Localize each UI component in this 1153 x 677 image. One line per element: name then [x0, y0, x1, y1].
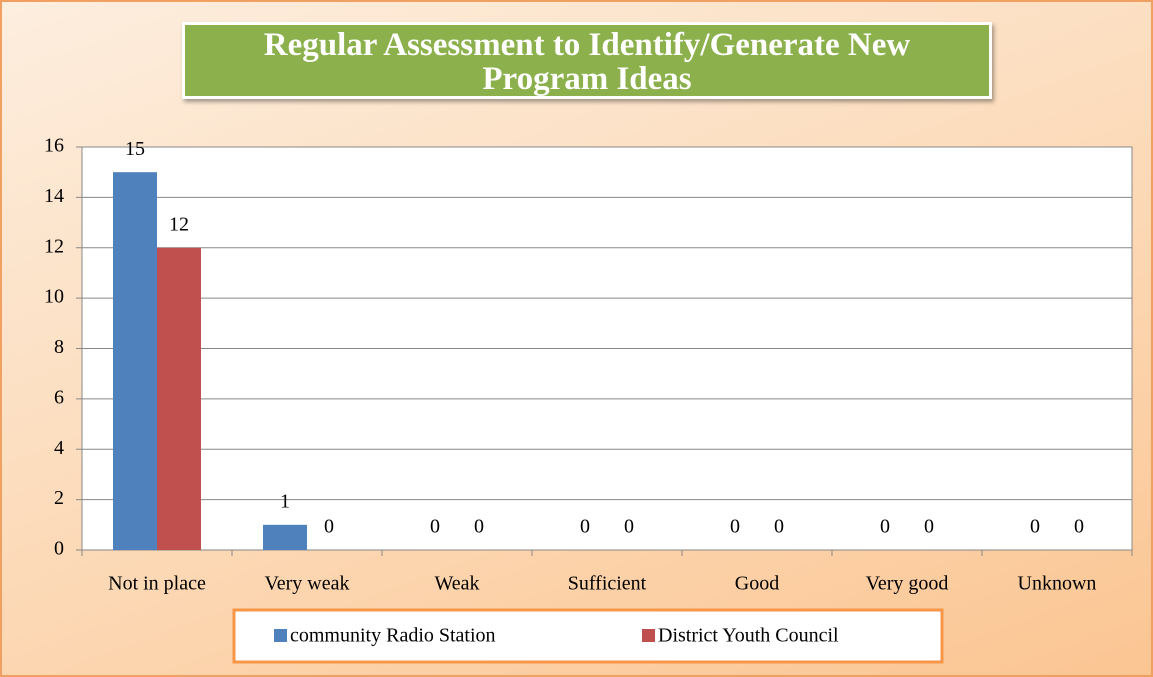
x-tick-label: Very weak	[265, 573, 350, 595]
data-label: 0	[624, 516, 634, 538]
y-tick-label: 10	[44, 286, 64, 308]
y-tick-label: 16	[44, 135, 64, 157]
legend-box	[232, 608, 944, 664]
x-tick-label: Sufficient	[568, 573, 647, 595]
data-label: 0	[324, 516, 334, 538]
data-label: 0	[924, 516, 934, 538]
data-label: 1	[280, 490, 290, 512]
data-label: 15	[125, 138, 145, 160]
bar	[113, 172, 157, 550]
x-tick-label: Weak	[434, 573, 479, 595]
data-label: 0	[880, 516, 890, 538]
data-label: 0	[1074, 516, 1084, 538]
data-label: 12	[169, 213, 189, 235]
legend-swatch	[642, 629, 655, 642]
bar	[157, 247, 201, 550]
bar	[263, 524, 307, 550]
x-tick-label: Not in place	[108, 573, 206, 595]
x-tick-label: Very good	[866, 573, 949, 595]
x-tick-label: Good	[735, 573, 779, 595]
y-tick-label: 4	[54, 437, 64, 459]
data-label: 0	[730, 516, 740, 538]
legend-swatch	[274, 629, 287, 642]
data-label: 0	[774, 516, 784, 538]
data-label: 0	[1030, 516, 1040, 538]
y-tick-label: 6	[54, 386, 64, 408]
data-label: 0	[474, 516, 484, 538]
x-tick-label: Unknown	[1018, 573, 1097, 595]
y-tick-label: 2	[54, 487, 64, 509]
data-label: 0	[430, 516, 440, 538]
legend-label: District Youth Council	[658, 625, 839, 647]
data-label: 0	[580, 516, 590, 538]
y-tick-label: 0	[54, 538, 64, 560]
chart-title: Regular Assessment to Identify/Generate …	[182, 22, 992, 99]
y-tick-label: 14	[44, 185, 64, 207]
y-tick-label: 12	[44, 235, 64, 257]
legend-label: community Radio Station	[290, 625, 496, 647]
y-tick-label: 8	[54, 336, 64, 358]
